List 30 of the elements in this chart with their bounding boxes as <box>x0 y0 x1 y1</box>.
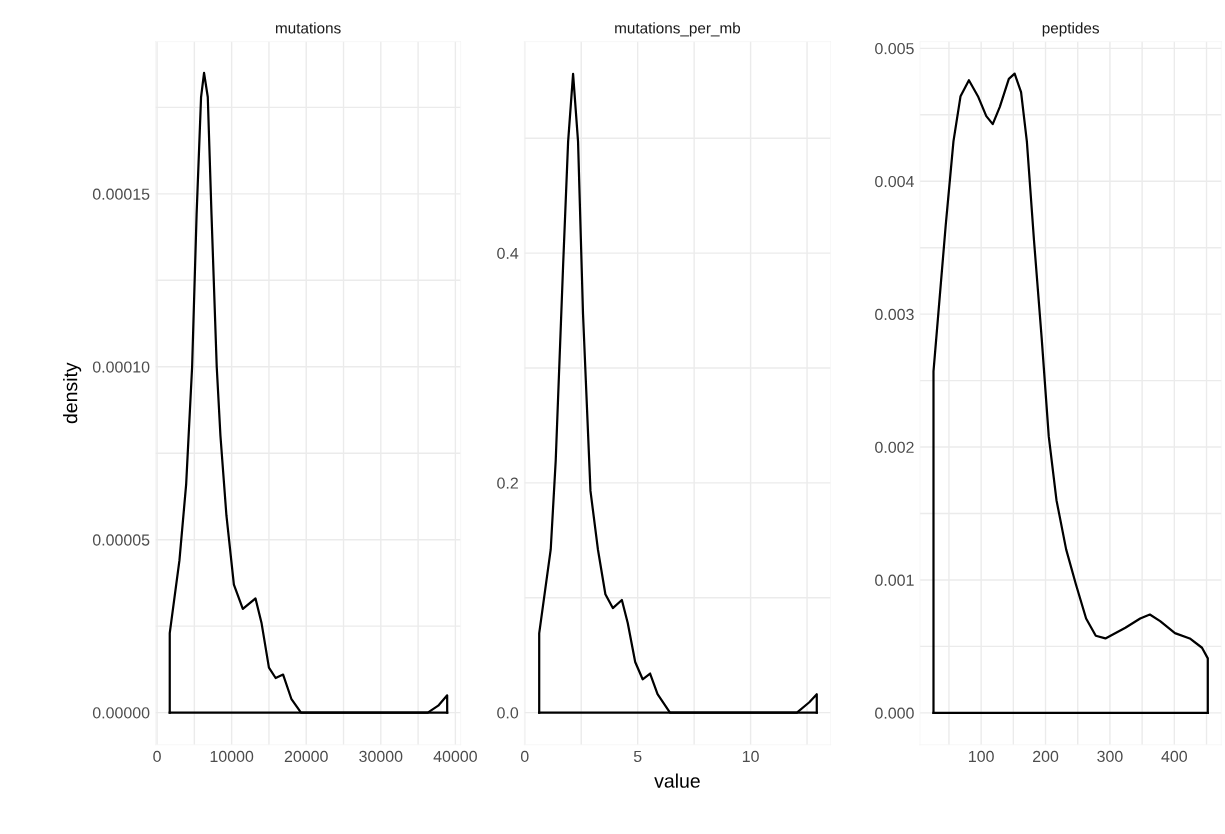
y-tick-label: 0.003 <box>875 308 914 321</box>
x-tick-label: 10 <box>742 750 759 763</box>
y-axis-title: density <box>63 362 82 424</box>
y-tick-label: 0.001 <box>875 574 914 586</box>
y-tick-label: 0.005 <box>875 42 914 55</box>
x-axis-title: value <box>654 773 700 788</box>
chart-title: mutations_per_mb <box>615 22 741 37</box>
x-tick-label: 300 <box>1097 750 1123 763</box>
y-tick-label: 0.002 <box>875 441 914 453</box>
chart-title: peptides <box>1042 22 1099 37</box>
y-tick-label: 0.00000 <box>92 707 150 719</box>
y-tick-label: 0.004 <box>875 175 914 188</box>
x-tick-label: 0 <box>153 750 161 763</box>
y-tick-label: 0.00010 <box>92 361 150 373</box>
x-tick-label: 400 <box>1161 750 1188 763</box>
y-tick-label: 0.4 <box>497 247 519 260</box>
y-tick-label: 0.00015 <box>92 188 150 200</box>
x-tick-label: 20000 <box>284 750 328 763</box>
x-tick-label: 200 <box>1033 750 1059 763</box>
x-tick-label: 0 <box>520 750 529 763</box>
x-tick-label: 10000 <box>210 750 254 763</box>
y-tick-label: 0.2 <box>497 477 518 489</box>
y-tick-label: 0.0 <box>497 707 519 719</box>
x-tick-label: 100 <box>969 750 994 763</box>
y-tick-label: 0.00005 <box>92 534 150 546</box>
y-tick-label: 0.000 <box>875 707 914 719</box>
chart-title: mutations <box>275 22 341 34</box>
x-tick-label: 5 <box>633 750 642 763</box>
x-tick-label: 30000 <box>359 750 403 763</box>
x-tick-label: 40000 <box>433 750 477 763</box>
